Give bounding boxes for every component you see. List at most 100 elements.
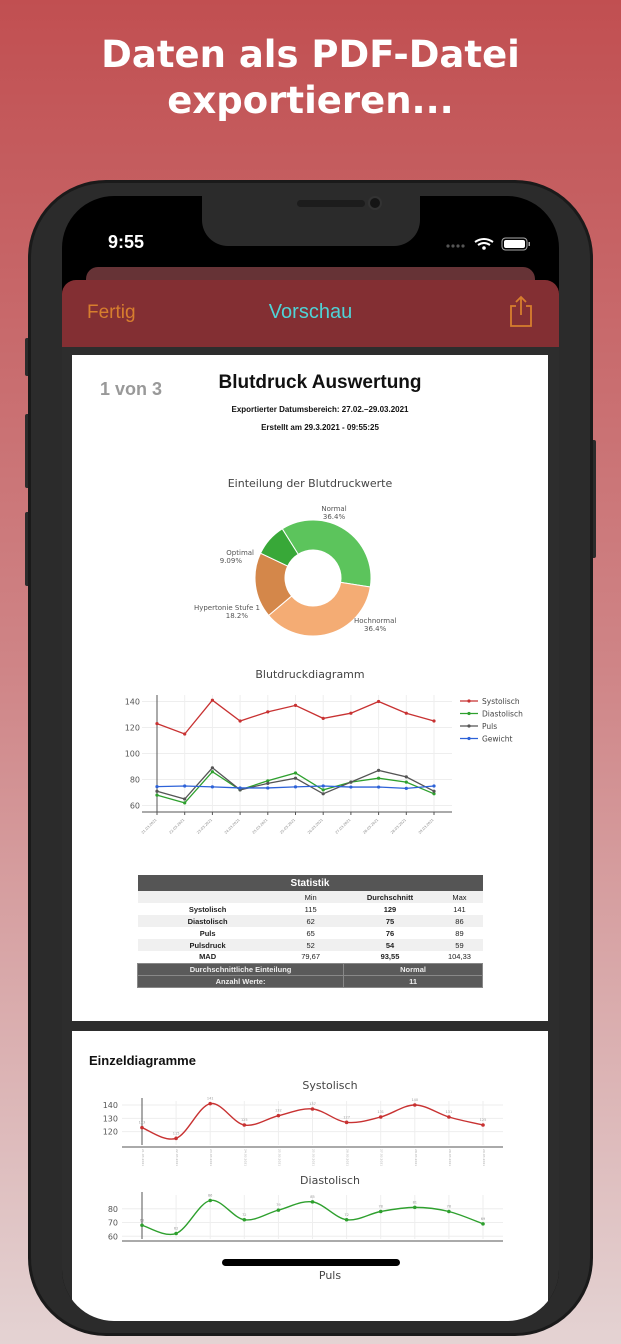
done-button[interactable]: Fertig [87, 302, 136, 323]
table-cell: 79,67 [301, 952, 321, 962]
legend-marker [467, 724, 471, 728]
legend-label: Gewicht [482, 735, 513, 744]
x-tick-label: 24.03.2021 [224, 818, 241, 835]
data-point [210, 785, 214, 789]
data-point [404, 711, 408, 715]
col-header: Max [436, 891, 483, 903]
data-label: 140 [411, 1098, 418, 1102]
data-point [349, 780, 353, 784]
pdf-page-2: Einzeldiagramme Systolisch 120 130 140 21.0… [72, 1031, 548, 1321]
data-label: 72 [344, 1213, 348, 1217]
table-cell: 76 [385, 928, 395, 938]
x-tick-label: 25.03.2021 [312, 1149, 316, 1166]
table-row: Diastolisch 62 75 86 [137, 915, 483, 927]
table-cell: 89 [455, 928, 464, 938]
section-title: Einzeldiagramme [89, 1053, 196, 1068]
data-point [310, 1107, 315, 1111]
status-time: 9:55 [108, 232, 145, 252]
data-label: 125 [241, 1118, 248, 1122]
data-label: 131 [446, 1110, 453, 1114]
share-icon[interactable] [507, 294, 535, 328]
table-row: Pulsdruck 52 54 59 [137, 939, 483, 951]
data-point [404, 775, 408, 779]
chart-title-diastolisch: Diastolisch [300, 1174, 360, 1187]
nav-title: Vorschau [268, 301, 353, 323]
volume-down-button [25, 512, 30, 586]
legend-label: Puls [482, 722, 497, 731]
pie-label: Hochnormal 36.4% [354, 617, 396, 633]
data-label: 86 [208, 1194, 212, 1198]
data-label: 85 [310, 1195, 314, 1199]
x-tick-label: 29.03.2021 [418, 818, 435, 835]
side-button [591, 440, 596, 558]
volume-up-button [25, 414, 30, 488]
data-point [413, 1103, 417, 1107]
x-tick-label: 28.03.2021 [448, 1149, 452, 1166]
data-label: 123 [139, 1121, 146, 1125]
data-point [293, 785, 298, 789]
footer-value: 11 [343, 974, 483, 988]
footer-label: Durchschnittliche Einteilung [136, 962, 345, 976]
pie-label: Normal 36.4% [321, 505, 346, 521]
footer-label: Anzahl Werte: [136, 974, 345, 988]
y-tick-label: 130 [103, 1114, 118, 1123]
table-cell: 59 [436, 939, 483, 951]
data-point [377, 768, 381, 772]
data-point [210, 766, 214, 770]
x-tick-label: 23.03.2021 [196, 818, 213, 835]
data-point [183, 801, 187, 805]
data-point [140, 1223, 144, 1228]
chart-title-puls: Puls [318, 1269, 342, 1282]
legend-marker [467, 736, 471, 741]
pie-slice-hochnormal [267, 581, 371, 637]
data-point [349, 785, 353, 789]
table-cell: Diastolisch [137, 915, 278, 927]
data-point [432, 719, 436, 723]
data-label: 141 [207, 1097, 214, 1101]
data-point [155, 789, 159, 793]
x-tick-label: 24.03.2021 [243, 1149, 247, 1166]
table-cell: 141 [453, 904, 466, 914]
data-point [378, 1209, 383, 1214]
data-label: 68 [140, 1218, 144, 1222]
table-cell: MAD [199, 952, 217, 962]
data-point [377, 785, 381, 789]
data-label: 69 [481, 1217, 485, 1221]
x-tick-label: 28.03.2021 [362, 818, 379, 835]
pie-label: Optimal 9.09% [220, 549, 254, 565]
y-tick-label: 140 [103, 1101, 118, 1110]
y-tick-label: 80 [130, 776, 140, 785]
legend-marker [467, 711, 471, 716]
page-indicator: 1 von 3 [100, 379, 163, 399]
table-cell: 86 [436, 915, 483, 927]
data-point [208, 1101, 212, 1106]
wifi-icon [474, 238, 494, 246]
status-icons [446, 237, 530, 251]
data-point [293, 776, 298, 780]
data-point [183, 797, 187, 801]
pdf-preview[interactable]: 1 von 3 Blutdruck Auswertung Exportierte… [62, 347, 559, 1321]
data-label: 127 [343, 1115, 350, 1119]
data-point [210, 770, 214, 774]
bp-chart-title: Blutdruckdiagramm [255, 668, 365, 681]
data-point [276, 1113, 281, 1118]
x-tick-label: 21.03.2021 [141, 1149, 145, 1166]
data-point [432, 792, 436, 796]
data-point [210, 698, 214, 702]
data-point [293, 771, 298, 775]
data-point [481, 1222, 485, 1226]
data-label: 125 [480, 1118, 487, 1122]
data-point [321, 784, 325, 788]
report-title: Blutdruck Auswertung [218, 372, 422, 393]
chart-title-systolisch: Systolisch [302, 1079, 358, 1092]
data-point [377, 699, 381, 704]
table-cell: 52 [277, 939, 344, 951]
created-at: Erstellt am 29.3.2021 - 09:55:25 [261, 423, 379, 432]
table-row: MAD 79,67 93,55 104,33 [138, 951, 483, 963]
table-cell: 54 [343, 939, 437, 951]
camera [368, 196, 382, 210]
data-label: 137 [309, 1102, 316, 1106]
data-point [266, 710, 270, 714]
home-indicator[interactable] [222, 1259, 400, 1266]
signal-icon [446, 244, 465, 248]
